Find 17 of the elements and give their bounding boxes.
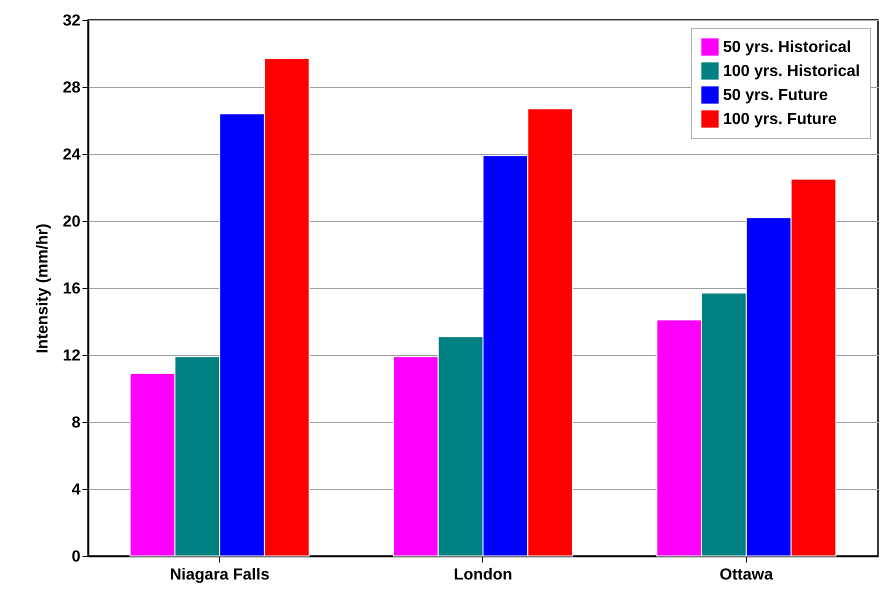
x-tick-label: Niagara Falls	[170, 566, 270, 584]
y-tick-label: 8	[72, 414, 81, 432]
y-tick-label: 16	[62, 280, 81, 298]
y-axis-title: Intensity (mm/hr)	[34, 224, 52, 354]
legend-label: 50 yrs. Historical	[723, 39, 852, 56]
legend-label: 100 yrs. Future	[723, 111, 837, 128]
legend-label: 50 yrs. Future	[723, 87, 828, 104]
x-tick-label: Ottawa	[720, 566, 774, 584]
x-tick-label: London	[454, 566, 512, 584]
y-tick-label: 4	[72, 482, 81, 498]
y-tick-label: 0	[72, 548, 81, 566]
y-tick-label: 32	[62, 12, 81, 30]
y-tick-label: 12	[62, 348, 81, 364]
legend-label: 100 yrs. Historical	[723, 63, 860, 80]
y-tick-label: 24	[62, 146, 81, 164]
y-tick-label: 20	[62, 214, 81, 230]
y-tick-label: 28	[62, 80, 81, 96]
